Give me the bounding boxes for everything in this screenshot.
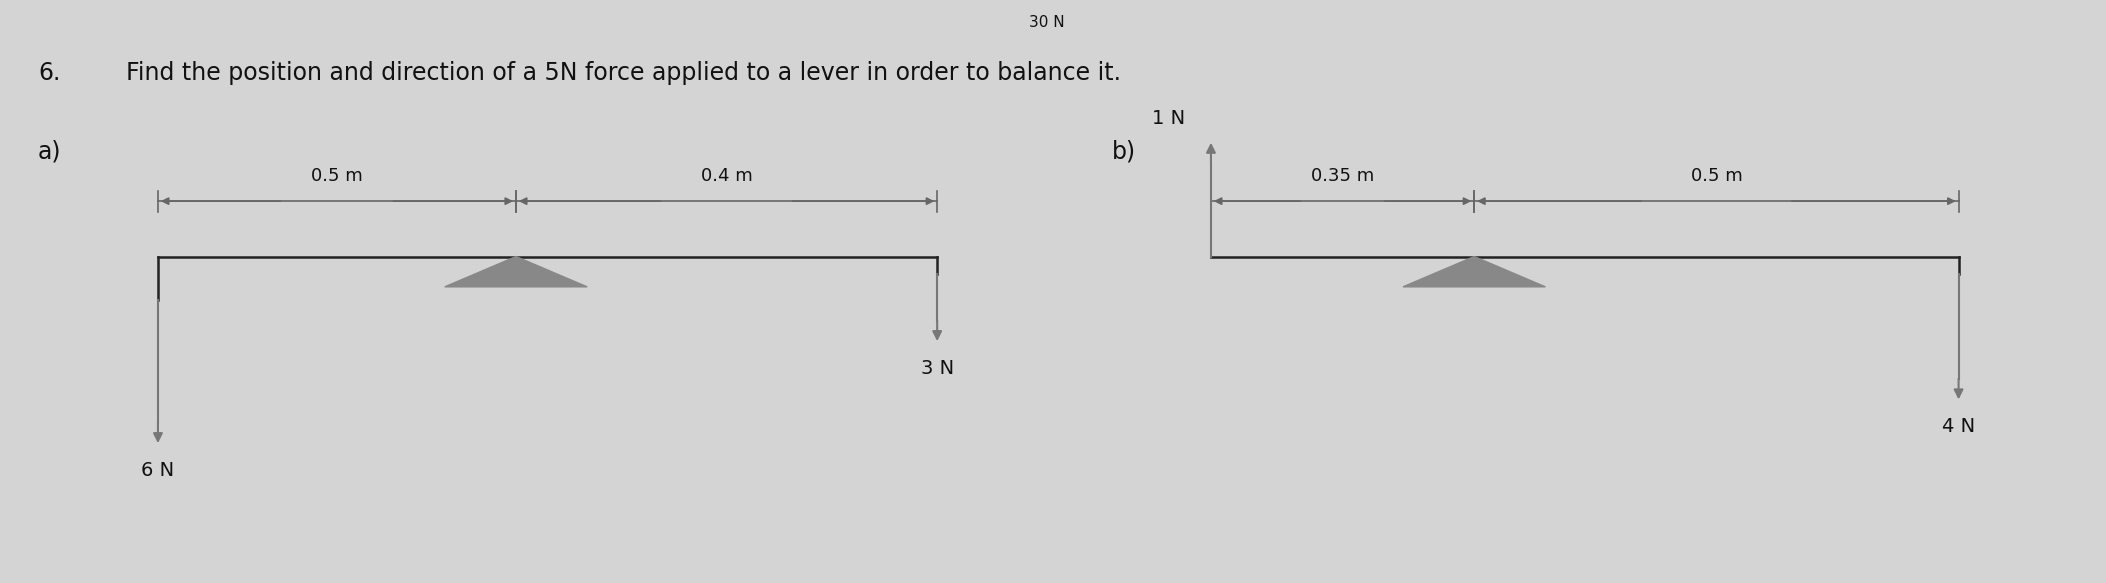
Polygon shape xyxy=(1403,257,1546,287)
Polygon shape xyxy=(444,257,588,287)
Text: 0.4 m: 0.4 m xyxy=(701,167,752,185)
Text: 6.: 6. xyxy=(38,61,61,85)
Text: b): b) xyxy=(1112,140,1135,164)
Text: 6 N: 6 N xyxy=(141,461,175,480)
Text: 1 N: 1 N xyxy=(1152,109,1186,128)
Text: Find the position and direction of a 5N force applied to a lever in order to bal: Find the position and direction of a 5N … xyxy=(126,61,1120,85)
Text: 4 N: 4 N xyxy=(1942,417,1975,436)
Text: 3 N: 3 N xyxy=(920,359,954,378)
Text: 0.5 m: 0.5 m xyxy=(1691,167,1742,185)
Text: 30 N: 30 N xyxy=(1030,15,1064,30)
Text: 0.35 m: 0.35 m xyxy=(1310,167,1375,185)
Text: a): a) xyxy=(38,140,61,164)
Text: 0.5 m: 0.5 m xyxy=(312,167,362,185)
